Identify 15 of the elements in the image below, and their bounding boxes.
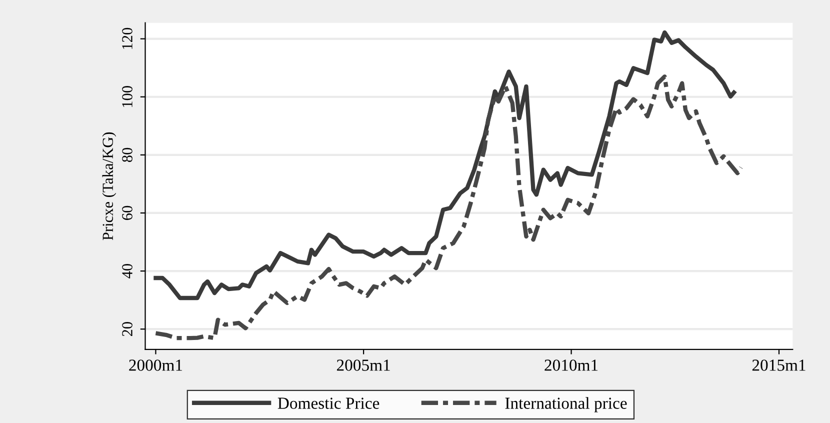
y-tick-label: 120 — [122, 28, 132, 49]
line-series — [154, 74, 744, 340]
line-series — [154, 30, 736, 300]
y-tick-label: 40 — [122, 264, 132, 278]
x-tick-label: 2015m1 — [752, 360, 806, 371]
x-tick-label: 2005m1 — [336, 360, 390, 371]
legend-label: Domestic Price — [278, 398, 380, 409]
y-tick-label: 20 — [122, 322, 132, 336]
y-axis-title: Pricxe (Taka/KG) — [102, 132, 116, 240]
y-tick-label: 60 — [122, 206, 132, 220]
x-tick-label: 2000m1 — [129, 360, 182, 371]
x-tick-label: 2010m1 — [544, 360, 598, 371]
y-tick-label: 80 — [122, 148, 132, 162]
y-tick-label: 100 — [122, 86, 132, 107]
legend-label: International price — [505, 397, 627, 412]
